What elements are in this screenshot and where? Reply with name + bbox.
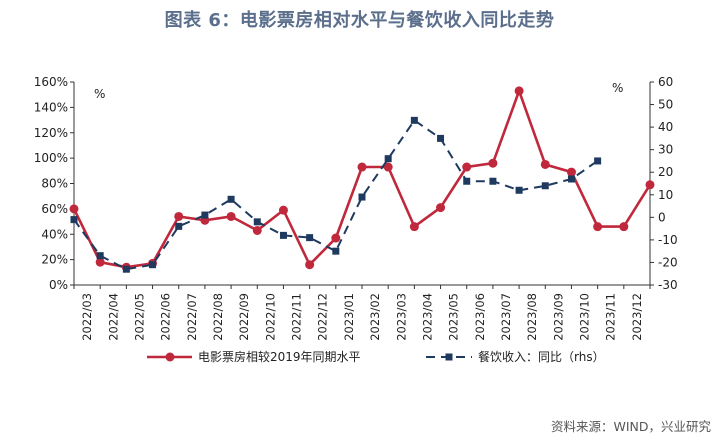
x-tick-label: 2023/11	[604, 293, 618, 341]
box-office-point	[462, 162, 472, 172]
box-office-point	[174, 211, 184, 221]
box-office-point	[593, 222, 603, 232]
catering-point	[149, 261, 157, 269]
box-office-point	[331, 233, 341, 243]
left-unit-label: %	[94, 87, 105, 101]
source-note: 资料来源：WIND，兴业研究	[550, 419, 711, 434]
x-tick-label: 2022/10	[263, 293, 277, 341]
catering-point	[201, 211, 209, 219]
legend-catering-label: 餐饮收入：同比（rhs）	[478, 349, 605, 364]
catering-point	[410, 116, 418, 124]
box-office-point	[226, 211, 236, 221]
legend-catering-marker	[445, 353, 453, 361]
legend-box-office-marker	[165, 352, 175, 362]
x-tick-label: 2022/03	[80, 293, 94, 341]
catering-point	[332, 247, 340, 255]
axes-group: 0% 20% 40% 60% 80% 100% 120% 140% 160% -30 -20 -10 0…	[34, 75, 678, 341]
box-office-point	[69, 204, 79, 214]
box-office-point	[305, 260, 315, 270]
catering-point	[489, 177, 497, 185]
catering-point	[541, 182, 549, 190]
x-tick-label: 2023/05	[447, 293, 461, 341]
catering-point	[567, 175, 575, 183]
box-office-point	[436, 203, 446, 213]
catering-point	[594, 157, 602, 165]
series-layer	[69, 86, 655, 273]
box-office-point	[383, 162, 393, 172]
x-tick-label: 2023/03	[394, 293, 408, 341]
left-tick-label: 160%	[34, 75, 68, 89]
catering-point	[384, 155, 392, 163]
box-office-point	[488, 158, 498, 168]
x-tick-label: 2022/07	[185, 293, 199, 341]
catering-point	[175, 222, 183, 230]
right-tick-label: 50	[658, 98, 673, 112]
catering-point	[437, 134, 445, 142]
left-tick-label: 20%	[41, 253, 68, 267]
box-office-point	[95, 257, 105, 267]
x-tick-label: 2022/05	[132, 293, 146, 341]
catering-point	[253, 218, 261, 226]
catering-point	[279, 231, 287, 239]
right-tick-label: 40	[658, 120, 673, 134]
right-tick-label: 30	[658, 143, 673, 157]
x-tick-label: 2022/08	[211, 293, 225, 341]
right-unit-label: %	[612, 81, 623, 95]
right-tick-label: -20	[658, 255, 678, 269]
box-office-point	[566, 167, 576, 177]
right-tick-label: -30	[658, 278, 678, 292]
right-tick-label: -10	[658, 233, 678, 247]
box-office-line	[72, 87, 652, 269]
x-tick-label: 2023/06	[473, 293, 487, 341]
box-office-point	[278, 205, 288, 215]
catering-point	[227, 195, 235, 203]
x-tick-label: 2023/02	[368, 293, 382, 341]
legend: 电影票房相较2019年同期水平 餐饮收入：同比（rhs）	[147, 349, 605, 364]
x-tick-label: 2023/09	[551, 293, 565, 341]
left-tick-label: 120%	[34, 126, 68, 140]
x-tick-label: 2023/01	[342, 293, 356, 341]
left-tick-label: 60%	[41, 202, 68, 216]
x-tick-label: 2022/04	[106, 293, 120, 341]
right-tick-label: 20	[658, 165, 673, 179]
catering-point	[306, 234, 314, 242]
left-tick-label: 100%	[34, 151, 68, 165]
x-tick-label: 2023/10	[578, 293, 592, 341]
box-office-point	[409, 222, 419, 232]
x-tick-label: 2022/12	[316, 293, 330, 341]
right-tick-label: 60	[658, 75, 673, 89]
catering-point	[96, 252, 104, 260]
x-tick-label: 2023/04	[420, 293, 434, 341]
right-tick-label: 0	[658, 210, 666, 224]
catering-point	[358, 193, 366, 201]
box-office-point	[357, 162, 367, 172]
catering-point	[515, 186, 523, 194]
x-tick-label: 2022/06	[159, 293, 173, 341]
x-tick-label: 2022/09	[237, 293, 251, 341]
box-office-point	[619, 222, 629, 232]
box-office-point	[645, 180, 655, 190]
chart-title: 图表 6：电影票房相对水平与餐饮收入同比走势	[164, 10, 555, 31]
x-tick-label: 2022/11	[290, 293, 304, 341]
catering-point	[122, 265, 130, 273]
box-office-point	[540, 159, 550, 169]
x-tick-label: 2023/08	[525, 293, 539, 341]
box-office-point	[252, 225, 262, 235]
left-tick-label: 0%	[49, 278, 68, 292]
box-office-point	[514, 86, 524, 96]
right-tick-label: 10	[658, 188, 673, 202]
x-tick-label: 2023/12	[630, 293, 644, 341]
left-tick-label: 80%	[41, 177, 68, 191]
catering-point	[70, 216, 78, 224]
catering-line	[73, 118, 599, 271]
left-tick-label: 140%	[34, 100, 68, 114]
left-tick-label: 40%	[41, 227, 68, 241]
catering-point	[463, 177, 471, 185]
x-tick-label: 2023/07	[499, 293, 513, 341]
legend-box-office-label: 电影票房相较2019年同期水平	[198, 349, 361, 364]
